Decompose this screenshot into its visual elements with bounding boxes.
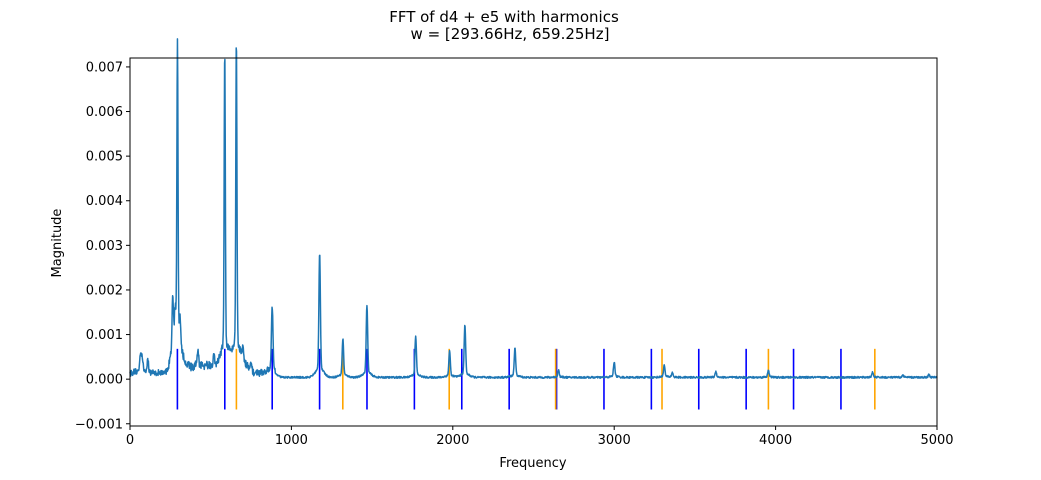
y-tick-label: 0.006: [86, 105, 123, 120]
x-tick-label: 4000: [759, 433, 792, 448]
y-tick-label: 0.005: [86, 150, 123, 165]
y-tick-label: 0.000: [86, 373, 123, 388]
y-axis: −0.001 0.000 0.001 0.002 0.003 0.004 0.005 0.00…: [75, 60, 130, 432]
y-tick-label: 0.004: [86, 194, 123, 209]
harmonic-markers: [176, 348, 876, 410]
chart-title: FFT of d4 + e5 with harmonics: [389, 8, 619, 26]
x-tick-label: 1000: [275, 433, 308, 448]
x-tick-label: 0: [126, 433, 134, 448]
y-tick-label: 0.001: [86, 328, 123, 343]
y-tick-label: 0.002: [86, 283, 123, 298]
x-tick-label: 5000: [920, 433, 953, 448]
y-tick-label: 0.007: [86, 60, 123, 75]
y-tick-label: −0.001: [75, 417, 123, 432]
x-axis-label: Frequency: [499, 456, 566, 471]
x-tick-label: 3000: [598, 433, 631, 448]
spectrum-line-group: [129, 38, 938, 380]
x-axis: 0 1000 2000 3000 4000 5000: [126, 426, 954, 448]
plot-area-frame: [129, 57, 938, 427]
spectrum-line: [129, 38, 938, 380]
chart-subtitle: w = [293.66Hz, 659.25Hz]: [411, 25, 610, 43]
y-tick-label: 0.003: [86, 239, 123, 254]
x-tick-label: 2000: [436, 433, 469, 448]
y-axis-label: Magnitude: [50, 209, 65, 278]
